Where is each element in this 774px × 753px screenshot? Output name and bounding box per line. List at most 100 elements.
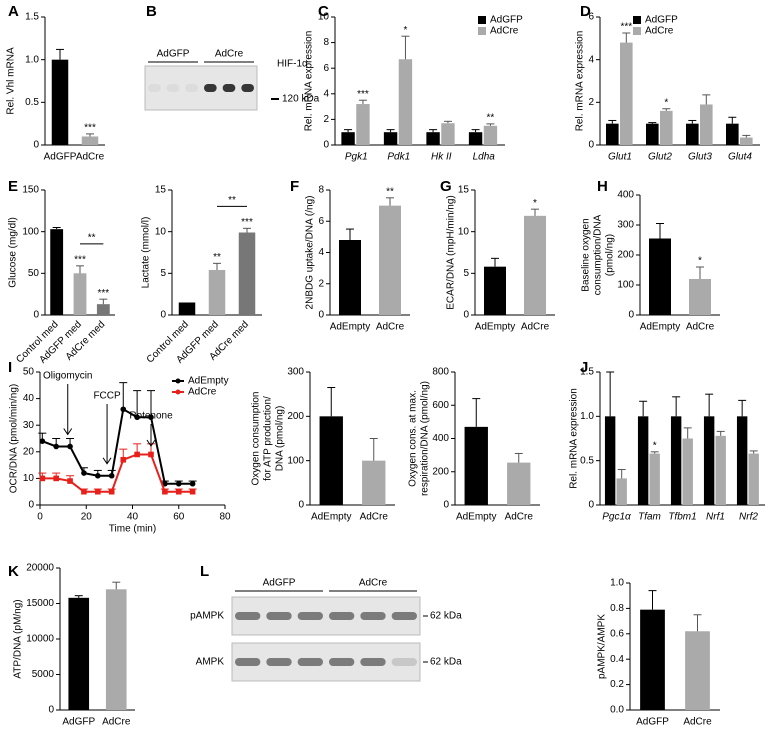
x-tick-label: Pgk1 [345, 152, 368, 163]
x-tick-label: AdEmpty [311, 512, 352, 523]
x-tick-label: AdCre [505, 512, 534, 523]
x-tick-label: Glut1 [608, 152, 632, 163]
y-tick-label: 1.0 [25, 54, 39, 65]
bar [208, 270, 226, 315]
bar [686, 123, 699, 145]
comparison-label: ** [88, 232, 96, 243]
blot-band [166, 84, 180, 92]
significance: ** [213, 252, 221, 263]
event-label: Rotenone [129, 411, 173, 422]
bar [73, 273, 87, 315]
significance: ** [386, 186, 394, 197]
bar [524, 215, 546, 315]
y-tick-label: 0.5 [580, 455, 594, 466]
y-tick-label: 8 [318, 185, 324, 196]
y-axis-label: Glucose (mg/dl) [8, 217, 19, 288]
point [53, 443, 59, 450]
bar [426, 132, 440, 145]
y-tick-label: 2 [588, 97, 594, 108]
blot-band [204, 84, 217, 92]
panel-letter: K [8, 563, 19, 580]
y-tick-label: 0.2 [610, 679, 624, 690]
point [67, 443, 73, 450]
x-tick-label: Glut3 [688, 152, 712, 163]
point [134, 414, 140, 421]
legend-swatch [633, 27, 641, 35]
marker-label: 62 kDa [430, 611, 462, 622]
blot-band [148, 84, 161, 92]
event-label: FCCP [93, 391, 121, 402]
y-tick-label: 100 [287, 455, 304, 466]
arrow-head [63, 428, 73, 436]
y-tick-label: 0 [443, 500, 449, 511]
x-tick-label: 0 [37, 512, 43, 523]
significance: *** [74, 254, 86, 265]
bar [703, 416, 715, 505]
blot-band [235, 658, 261, 666]
point [162, 488, 168, 495]
blot-band [297, 612, 323, 620]
y-axis-label: 2NBDG uptake/DNA (/ng) [305, 196, 316, 310]
y-tick-label: 2 [318, 278, 324, 289]
x-axis-label: Time (min) [109, 524, 156, 535]
x-tick-label: AdCre [686, 322, 715, 333]
legend-label: AdCre [490, 26, 519, 37]
point [108, 488, 115, 495]
point [189, 488, 196, 495]
y-tick-label: 300 [617, 220, 634, 231]
blot-membrane [231, 596, 421, 636]
group-label: AdGFP [157, 49, 190, 60]
y-tick-label: 10000 [26, 634, 54, 645]
point [39, 475, 46, 482]
y-tick-label: 0 [298, 500, 304, 511]
bar [51, 59, 69, 145]
bar [620, 42, 633, 145]
x-tick-label: AdEmpty [456, 512, 497, 523]
y-tick-label: 5000 [32, 669, 55, 680]
bar [468, 132, 483, 145]
y-tick-label: 0 [28, 500, 34, 511]
y-tick-label: 2 [323, 114, 329, 125]
y-tick-label: 20 [23, 446, 35, 457]
comparison-label: ** [228, 195, 236, 206]
bar [379, 205, 401, 315]
y-tick-label: 1.5 [580, 367, 594, 378]
panel-letter: G [440, 178, 452, 195]
marker-label: 120 kDa [282, 94, 320, 105]
x-tick-label: Nrf1 [706, 512, 725, 523]
bar [726, 123, 739, 145]
bar [50, 229, 64, 315]
bar [646, 123, 659, 145]
y-axis-label: respiration/DNA (pmol/ng) [420, 381, 431, 496]
band-name: HIF-1α [277, 59, 308, 70]
series-line [42, 453, 193, 493]
bar [319, 416, 343, 505]
point [67, 478, 73, 484]
blot-band [297, 658, 323, 666]
panel-letter: C [318, 3, 329, 20]
bar [383, 132, 398, 145]
x-tick-label: Nrf2 [739, 512, 758, 523]
bar [685, 631, 710, 710]
x-tick-label: AdCre [521, 322, 550, 333]
bar [606, 123, 619, 145]
y-tick-label: 100 [22, 226, 39, 237]
y-tick-label: 40 [23, 393, 35, 404]
y-axis-label: (pmol/ng) [605, 234, 616, 276]
y-tick-label: 4 [323, 88, 329, 99]
significance: * [533, 198, 537, 209]
y-tick-label: 50 [28, 268, 40, 279]
y-tick-label: 5 [463, 268, 469, 279]
point [81, 488, 87, 495]
point [134, 451, 140, 458]
y-tick-label: 200 [432, 466, 449, 477]
bar [105, 589, 127, 710]
y-axis-label: Baseline oxygen [581, 218, 592, 291]
bar [637, 416, 649, 505]
blot-band [266, 612, 292, 620]
blot-band [391, 612, 417, 620]
bar [649, 238, 671, 315]
bar [640, 609, 665, 710]
blot-membrane [144, 65, 258, 111]
